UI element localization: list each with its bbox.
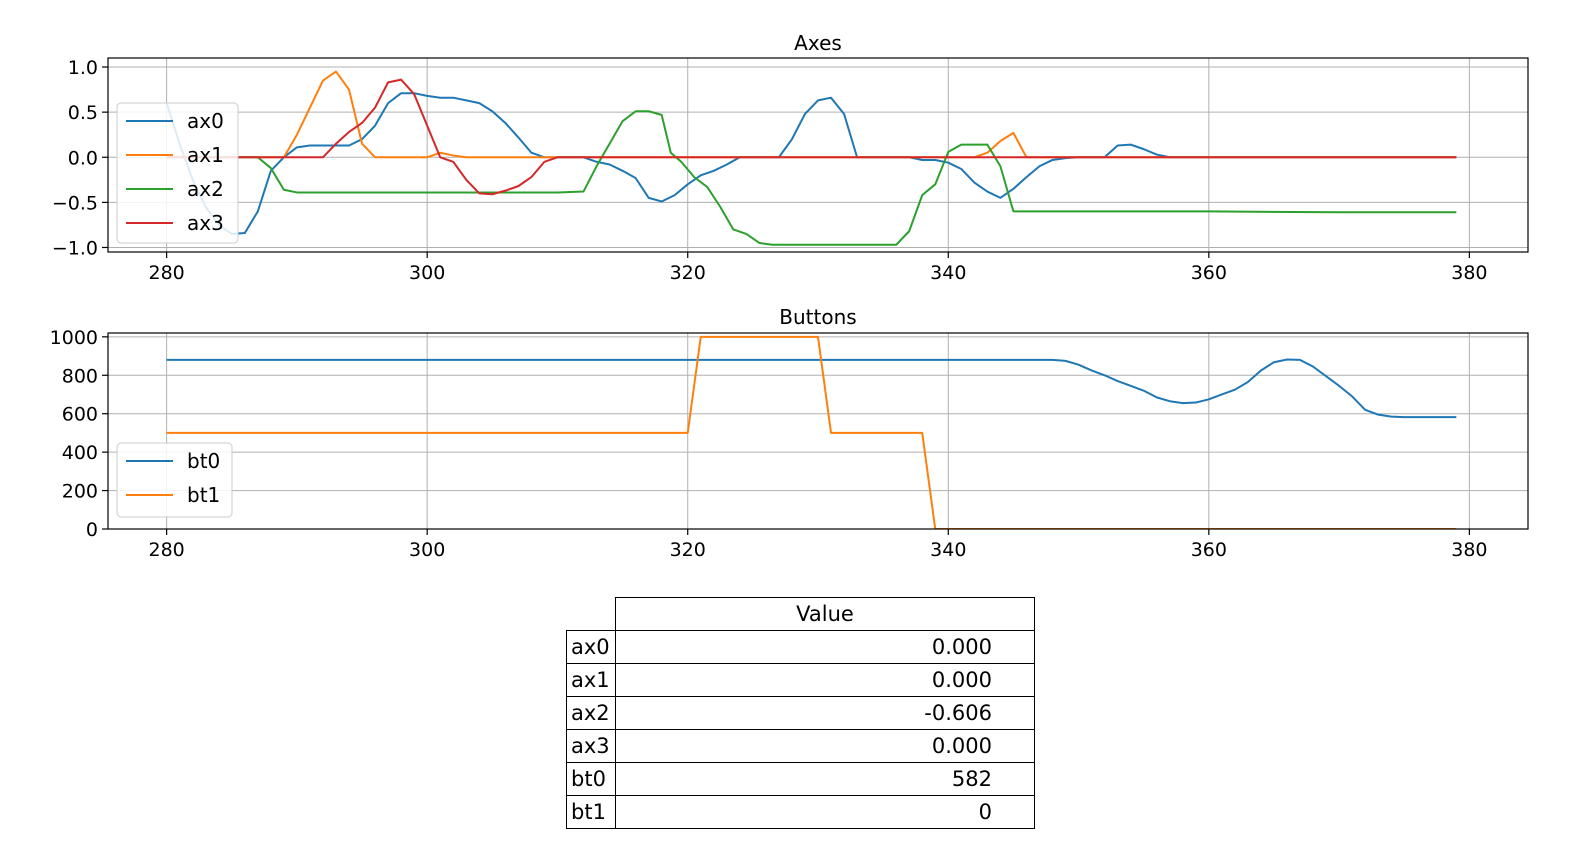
series-group (166, 335, 1457, 529)
chart-title: Axes (794, 31, 842, 55)
row-value: 582 (615, 762, 1035, 796)
value-table: Value ax0 0.000 ax1 0.000 ax2 -0.606 ax3… (566, 597, 1035, 829)
plot-frame (107, 57, 1529, 253)
chart-title: Buttons (779, 305, 856, 329)
y-tick-label: 600 (62, 404, 98, 426)
y-tick-label: 1000 (50, 327, 98, 349)
legend-label-ax2: ax2 (187, 177, 224, 201)
row-label: ax0 (566, 630, 616, 664)
legend-label-ax1: ax1 (187, 143, 224, 167)
row-label: ax1 (566, 663, 616, 697)
row-label: bt0 (566, 762, 616, 796)
x-tick-label: 280 (148, 262, 184, 284)
y-tick-label: 0.0 (68, 147, 98, 169)
table-row: ax3 0.000 (566, 729, 1035, 763)
buttons-chart: 280 300 320 340 360 380 0 200 400 600 800 1000 Butto… (50, 305, 1529, 561)
legend-label-bt1: bt1 (187, 483, 220, 507)
table-corner (567, 598, 616, 631)
x-tick-label: 380 (1451, 262, 1487, 284)
y-tick-label: 200 (62, 481, 98, 503)
y-tick-label: 0 (86, 519, 98, 541)
value-column-header: Value (615, 597, 1035, 631)
legend: ax0 ax1 ax2 ax3 (116, 102, 239, 244)
table-row: bt0 582 (566, 762, 1035, 796)
x-tick-label: 340 (930, 539, 966, 561)
axes-chart: 280 300 320 340 360 380 1.0 0.5 0.0 −0.5 −1.0 Axes a… (52, 31, 1529, 284)
x-tick-label: 320 (670, 262, 706, 284)
series-line-ax1 (166, 70, 1457, 159)
x-tick-label: 320 (670, 539, 706, 561)
x-tick-label: 300 (409, 262, 445, 284)
row-label: bt1 (566, 795, 616, 829)
series-line-ax0 (165, 92, 1457, 235)
legend-label-ax3: ax3 (187, 211, 224, 235)
row-label: ax3 (566, 729, 616, 763)
y-tick-label: 400 (62, 442, 98, 464)
legend-label-bt0: bt0 (187, 449, 220, 473)
y-tick-label: −0.5 (52, 192, 98, 214)
table-header-row: Value (567, 597, 1035, 631)
x-tick-label: 280 (148, 539, 184, 561)
table-row: ax1 0.000 (566, 663, 1035, 697)
y-tick-label: −1.0 (52, 237, 98, 259)
x-tick-label: 360 (1191, 539, 1227, 561)
legend-box (116, 102, 239, 244)
row-value: 0.000 (615, 663, 1035, 697)
series-line-ax3 (166, 78, 1457, 196)
row-value: 0.000 (615, 729, 1035, 763)
y-tick-label: 0.5 (68, 102, 98, 124)
table-row: ax2 -0.606 (566, 696, 1035, 730)
x-tick-label: 360 (1191, 262, 1227, 284)
series-line-bt1 (166, 335, 1457, 529)
series-line-ax2 (166, 110, 1457, 246)
x-tick-label: 340 (930, 262, 966, 284)
y-tick-label: 800 (62, 365, 98, 387)
y-tick-label: 1.0 (68, 57, 98, 79)
x-tick-label: 380 (1451, 539, 1487, 561)
row-label: ax2 (566, 696, 616, 730)
row-value: 0 (615, 795, 1035, 829)
series-group (165, 70, 1457, 246)
row-value: 0.000 (615, 630, 1035, 664)
table-row: ax0 0.000 (566, 630, 1035, 664)
series-line-bt0 (166, 358, 1457, 419)
table-row: bt1 0 (566, 795, 1035, 829)
plot-frame (107, 332, 1529, 530)
x-tick-label: 300 (409, 539, 445, 561)
row-value: -0.606 (615, 696, 1035, 730)
legend-label-ax0: ax0 (187, 109, 224, 133)
